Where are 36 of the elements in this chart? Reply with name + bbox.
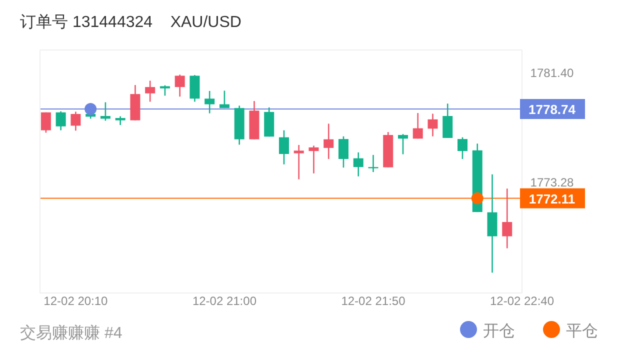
- candlestick: [502, 188, 512, 249]
- candlestick: [324, 123, 334, 160]
- y-tick-label: 1773.28: [530, 176, 574, 190]
- candlestick: [338, 136, 348, 168]
- candlestick: [442, 102, 453, 139]
- x-tick-label: 12-02 21:00: [192, 294, 257, 308]
- candlestick: [457, 136, 468, 160]
- x-tick-label: 12-02 21:50: [341, 294, 406, 308]
- candlestick: [278, 130, 289, 166]
- chart-title: 订单号 131444324 XAU/USD: [20, 13, 242, 31]
- legend-label: 开仓: [483, 323, 515, 340]
- candlestick: [294, 144, 304, 180]
- candlestick: [145, 80, 156, 102]
- candlestick: [40, 112, 51, 134]
- candlestick: [398, 133, 408, 155]
- x-tick-label: 12-02 22:40: [490, 294, 554, 308]
- candlestick: [160, 84, 170, 96]
- candlestick: [368, 154, 378, 173]
- y-tick-label: 1781.40: [530, 66, 574, 80]
- candlestick: [190, 74, 200, 102]
- candlestick: [204, 90, 215, 114]
- candlestick: [428, 113, 438, 137]
- ref-line-label: 1772.11: [528, 191, 576, 206]
- x-tick-label: 12-02 20:10: [44, 294, 108, 308]
- candlestick: [353, 152, 364, 177]
- candlestick: [487, 174, 498, 274]
- legend-label: 平仓: [566, 323, 598, 340]
- candlestick: [219, 90, 230, 109]
- candlestick: [174, 74, 185, 98]
- ref-line-label: 1778.74: [528, 102, 576, 117]
- candlestick: [100, 102, 110, 122]
- candlestick: [70, 111, 81, 132]
- text: 交易赚赚赚 #4: [20, 324, 122, 342]
- candlestick: [412, 112, 423, 140]
- candlestick: [56, 110, 66, 131]
- candlestick: [308, 144, 319, 174]
